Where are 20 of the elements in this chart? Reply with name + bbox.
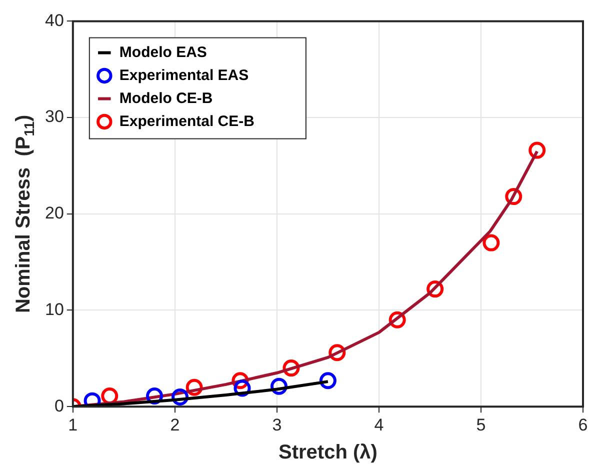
- point: [528, 142, 546, 159]
- x-tick-label: 4: [374, 415, 384, 434]
- x-tick-label: 1: [68, 415, 78, 434]
- legend-label: Modelo CE-B: [119, 90, 213, 107]
- point: [482, 234, 500, 252]
- y-tick-label: 10: [44, 300, 64, 319]
- x-tick-label: 3: [272, 415, 282, 434]
- point: [319, 372, 336, 390]
- y-tick-label: 30: [44, 107, 64, 126]
- x-tick-label: 5: [476, 415, 486, 434]
- y-tick-label: 0: [54, 396, 64, 416]
- y-tick-label: 20: [44, 204, 64, 223]
- y-axis-title: Nominal Stress (P11): [12, 114, 37, 313]
- x-axis-title: Stretch (λ): [278, 442, 378, 464]
- x-tick-label: 6: [578, 415, 588, 434]
- legend-label: Modelo EAS: [119, 44, 207, 61]
- x-tick-label: 2: [170, 415, 180, 434]
- y-tick-label: 40: [44, 10, 64, 30]
- legend-label: Experimental EAS: [119, 66, 249, 84]
- legend-label: Experimental CE-B: [119, 112, 255, 130]
